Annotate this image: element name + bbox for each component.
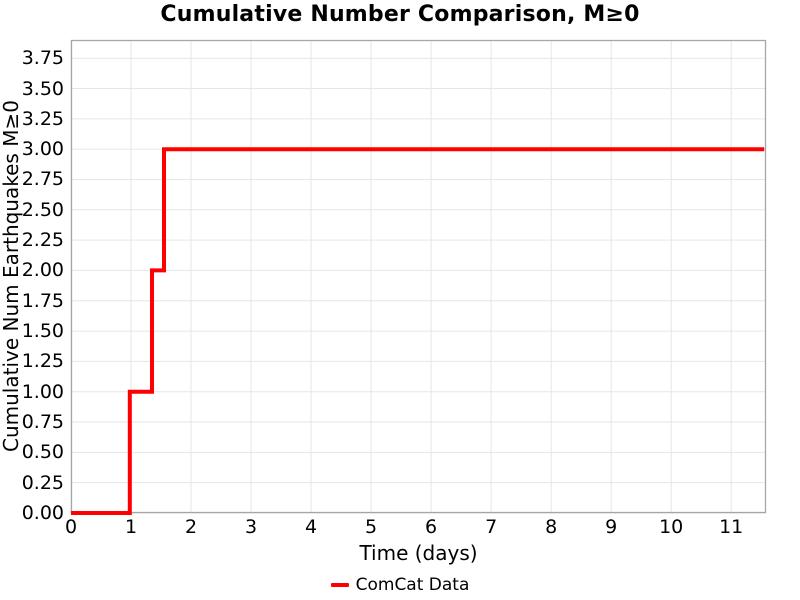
- y-tick-label: 0.50: [21, 441, 64, 464]
- y-tick-label: 1.25: [21, 350, 64, 373]
- x-tick-label: 8: [545, 516, 558, 538]
- x-tick-label: 7: [485, 516, 498, 538]
- x-tick-label: 0: [64, 516, 78, 538]
- y-tick-label: 1.00: [21, 380, 64, 403]
- legend-line-swatch: [330, 583, 349, 587]
- y-tick-label: 2.00: [21, 259, 64, 282]
- x-tick-label: 10: [659, 516, 684, 538]
- plot-area: [70, 39, 767, 515]
- x-tick-label: 11: [719, 516, 744, 538]
- y-tick-label: 3.25: [21, 107, 64, 130]
- x-tick-label: 1: [124, 516, 138, 538]
- x-tick-label: 5: [365, 516, 378, 538]
- y-tick-label: 0.00: [21, 502, 64, 524]
- y-tick-label: 1.50: [21, 320, 64, 343]
- y-tick-label: 2.25: [21, 229, 64, 252]
- legend-label: ComCat Data: [355, 575, 470, 595]
- y-tick-label: 3.00: [21, 138, 64, 161]
- y-tick-label: 0.25: [21, 471, 64, 494]
- x-tick-label: 3: [245, 516, 258, 538]
- series-step-line: [71, 147, 765, 515]
- x-tick-label: 6: [425, 516, 438, 538]
- y-tick-label: 3.75: [21, 47, 64, 70]
- x-axis-label: Time (days): [359, 541, 478, 565]
- chart-title: Cumulative Number Comparison, M≥0: [160, 2, 640, 27]
- legend: ComCat Data: [0, 573, 800, 597]
- y-axis-label: Cumulative Num Earthquakes M≥0: [0, 100, 23, 453]
- x-tick-label: 9: [605, 516, 618, 538]
- y-tick-label: 0.75: [21, 411, 64, 434]
- axes-border: [70, 39, 767, 514]
- y-tick-label: 2.75: [21, 168, 64, 191]
- y-tick-label: 1.75: [21, 289, 64, 312]
- x-tick-label: 4: [305, 516, 318, 538]
- y-tick-label: 3.50: [21, 77, 64, 100]
- y-tick-label: 2.50: [21, 198, 64, 221]
- x-tick-label: 2: [184, 516, 198, 538]
